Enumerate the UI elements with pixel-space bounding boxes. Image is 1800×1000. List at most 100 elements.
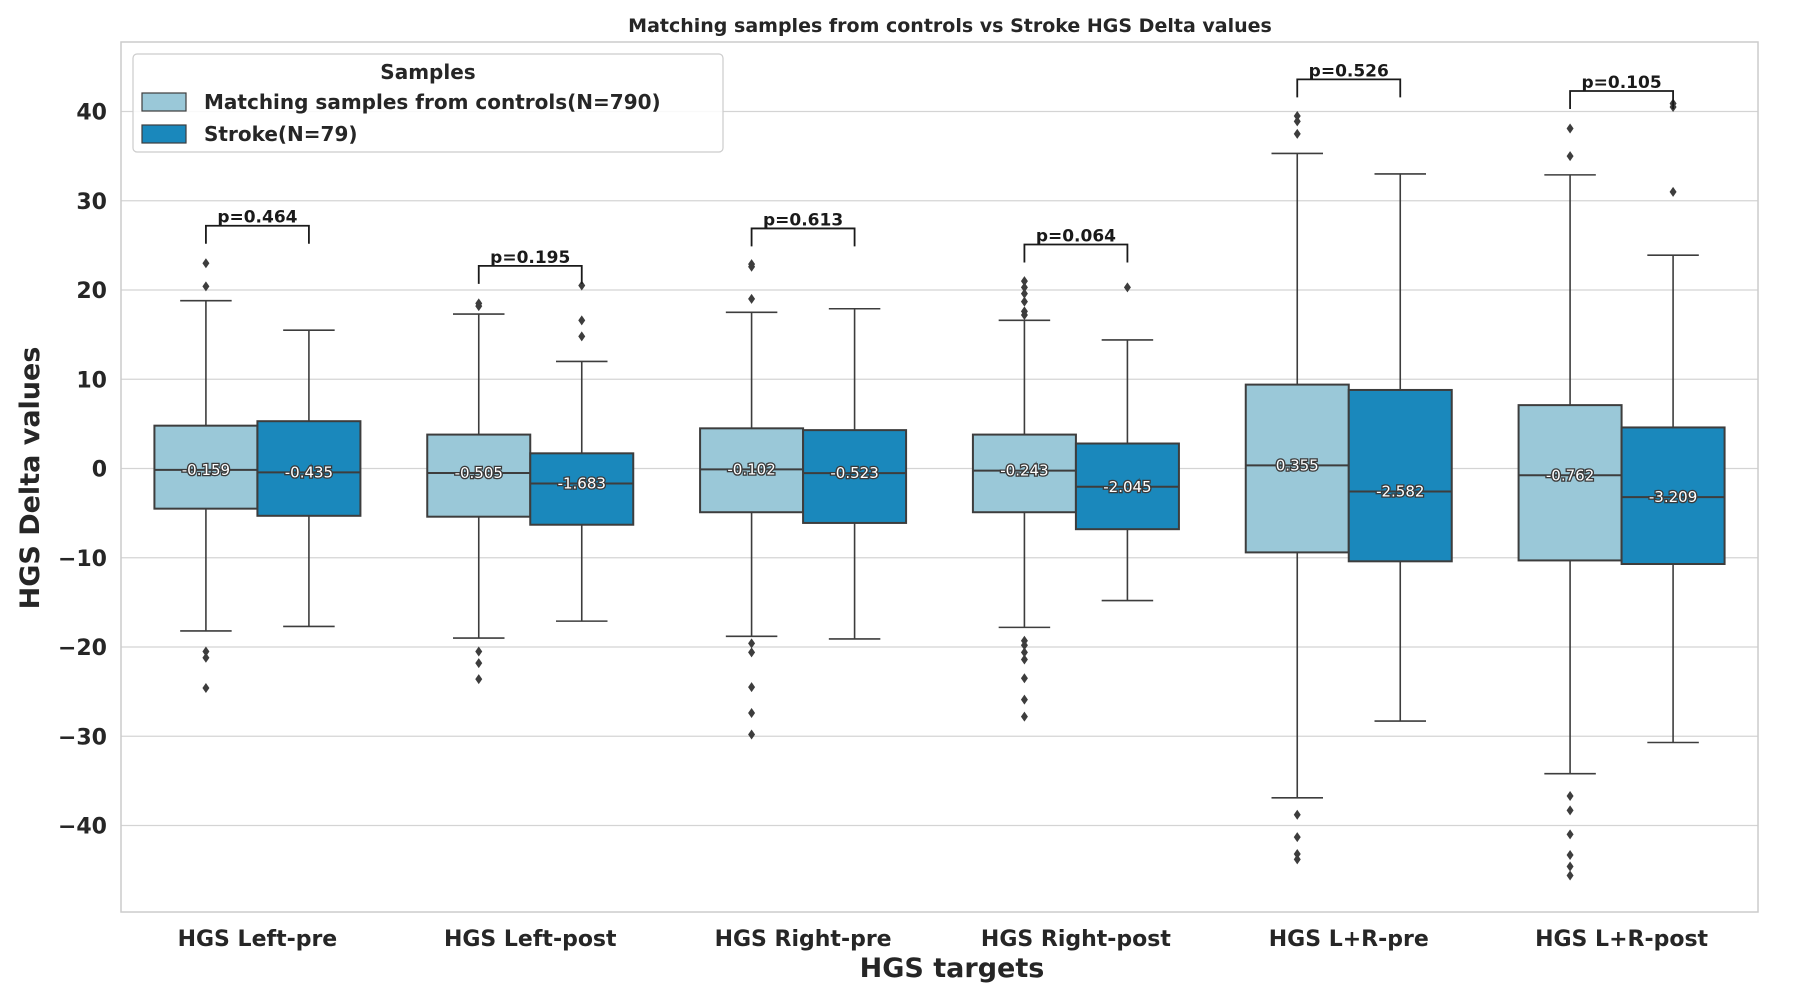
x-tick-label: HGS Left-pre [178,927,338,952]
outlier-point [1020,647,1028,658]
outlier-point [748,647,756,658]
x-axis-label: HGS targets [860,953,1045,984]
outlier-point [578,331,586,342]
box-group: -2.045 [1074,282,1180,602]
outlier-point [1566,861,1574,872]
box-group: -0.102 [699,259,805,740]
median-label: -3.209 [1649,488,1697,506]
p-value-label: p=0.195 [490,248,570,268]
outlier-point [1293,832,1301,843]
chart-title: Matching samples from controls vs Stroke… [628,15,1272,37]
p-value-label: p=0.464 [217,208,297,228]
legend-title: Samples [380,60,475,84]
median-label: -2.582 [1376,483,1424,501]
box-iqr [1244,383,1350,554]
median-label: -0.102 [727,460,775,478]
y-tick-label: 10 [76,368,107,393]
box-iqr [1517,404,1623,562]
outlier-point [1020,711,1028,722]
outlier-point [748,293,756,304]
median-label: -1.683 [558,475,606,493]
outlier-point [1293,809,1301,820]
outlier-point [1020,296,1028,307]
box-iqr [802,429,908,524]
p-value-annotation: p=0.464 [205,208,310,244]
p-value-label: p=0.613 [763,210,843,230]
outlier-point [1123,282,1131,293]
box-group: -0.762 [1517,123,1623,881]
significance-bracket [750,227,856,247]
significance-bracket [1296,78,1402,98]
median-label: 0.355 [1276,456,1319,474]
box-series: -0.159 -0.505 -0.102 -0.243 0.355 -0.762 -0.43… [153,98,1726,881]
x-axis-ticks: HGS Left-pre HGS Left-post HGS Right-pre HG… [178,927,1709,952]
outlier-point [1566,123,1574,134]
median-label: -0.159 [182,461,230,479]
outlier-point [1566,849,1574,860]
outlier-point [1020,640,1028,651]
outlier-point [578,315,586,326]
outlier-point [1293,110,1301,121]
legend-entry-controls: Matching samples from controls(N=790) [204,90,661,114]
box-iqr [529,452,635,526]
grid-lines [121,110,1758,827]
legend-frame [132,53,724,153]
p-value-annotation: p=0.613 [750,210,856,247]
legend-entry-stroke: Stroke(N=79) [204,122,358,146]
outlier-point [1566,151,1574,162]
outlier-point [1293,849,1301,860]
outlier-point [1020,309,1028,320]
outlier-point [1020,694,1028,705]
outlier-point [475,674,483,685]
significance-bracket [1023,243,1129,263]
x-tick-label: HGS Right-pre [715,927,892,952]
p-value-label: p=0.064 [1036,226,1116,246]
outlier-point [1566,791,1574,802]
outlier-point [1020,288,1028,299]
median-label: -0.435 [285,463,333,481]
outlier-point [1020,673,1028,684]
outlier-point [578,280,586,291]
y-tick-label: 40 [76,101,107,126]
outlier-point [1020,282,1028,293]
median-label: -2.045 [1103,478,1151,496]
p-value-annotation: p=0.064 [1023,226,1129,263]
outlier-point [1020,654,1028,665]
y-tick-label: 20 [76,279,107,304]
x-tick-label: HGS L+R-post [1535,927,1708,952]
median-label: -0.505 [455,464,503,482]
p-value-annotations: p=0.464 p=0.195 p=0.613 p=0.064 p=0.526 p=0.1… [205,61,1674,284]
outlier-point [1669,186,1677,197]
p-value-annotation: p=0.195 [477,248,583,284]
outlier-point [475,658,483,669]
box-iqr [256,420,362,517]
box-group: -0.505 [426,298,532,685]
y-tick-label: 30 [76,190,107,215]
legend: Samples Matching samples from controls(N… [132,53,724,153]
outlier-point [475,646,483,657]
outlier-point [202,281,210,292]
significance-bracket [1569,90,1674,109]
outlier-point [748,638,756,649]
outlier-point [1566,829,1574,840]
y-tick-label: −20 [58,636,107,661]
y-tick-label: −30 [58,725,107,750]
x-tick-label: HGS L+R-pre [1269,927,1429,952]
outlier-point [748,708,756,719]
p-value-annotation: p=0.105 [1569,73,1674,109]
outlier-point [748,729,756,740]
p-value-label: p=0.526 [1309,61,1389,81]
p-value-label: p=0.105 [1581,73,1661,93]
outlier-point [202,646,210,657]
y-tick-label: −40 [58,815,107,840]
legend-swatch-stroke [141,124,187,144]
box-group: -0.159 [153,258,259,694]
box-iqr [1347,388,1453,563]
outlier-point [202,652,210,663]
outlier-point [1293,854,1301,865]
outlier-point [1293,116,1301,127]
box-iqr [1620,426,1726,565]
x-tick-label: HGS Right-post [981,927,1171,952]
box-group: -2.582 [1347,173,1453,722]
